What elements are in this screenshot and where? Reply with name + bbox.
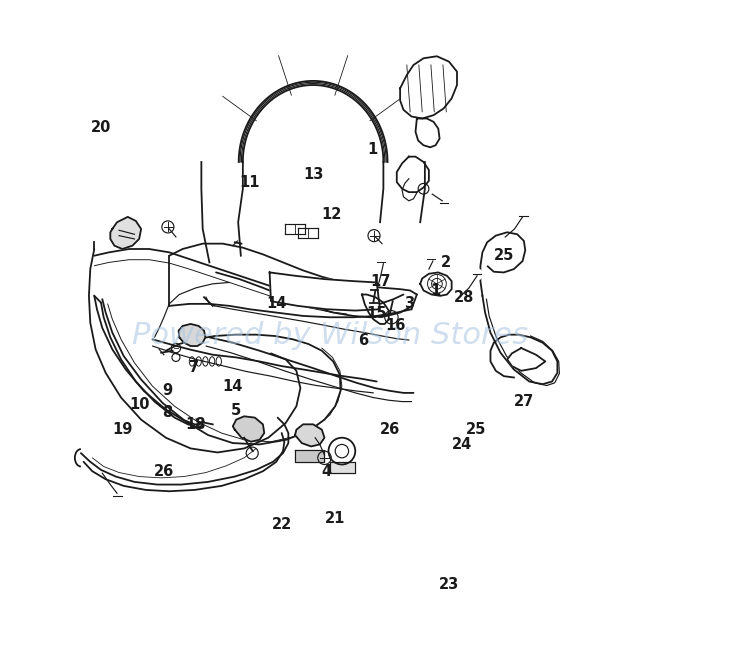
Text: 14: 14 (223, 379, 243, 394)
Text: 25: 25 (465, 422, 486, 437)
Polygon shape (400, 56, 457, 118)
Polygon shape (269, 272, 380, 310)
Polygon shape (330, 462, 355, 473)
Text: 22: 22 (272, 517, 292, 532)
Text: 26: 26 (380, 422, 400, 437)
Text: 28: 28 (454, 290, 474, 304)
Text: 27: 27 (514, 394, 534, 409)
Text: 8: 8 (162, 405, 172, 421)
Text: 4: 4 (321, 464, 332, 478)
Polygon shape (178, 324, 206, 346)
Text: 20: 20 (91, 120, 111, 134)
Text: 6: 6 (358, 333, 369, 348)
Text: 14: 14 (266, 296, 286, 311)
Text: 12: 12 (322, 207, 342, 222)
Text: 10: 10 (129, 396, 149, 412)
Text: 9: 9 (162, 384, 172, 398)
Text: 21: 21 (325, 511, 346, 526)
Polygon shape (295, 450, 325, 462)
Text: 2: 2 (441, 255, 451, 270)
Text: 5: 5 (231, 403, 241, 419)
Circle shape (517, 210, 529, 222)
Text: 15: 15 (366, 306, 387, 321)
Circle shape (425, 255, 435, 263)
Circle shape (111, 489, 124, 503)
Text: 13: 13 (303, 167, 323, 181)
Text: 16: 16 (386, 319, 406, 333)
Polygon shape (482, 296, 557, 384)
Text: 26: 26 (154, 464, 174, 478)
Text: 3: 3 (404, 296, 414, 311)
Text: 1: 1 (367, 142, 377, 157)
Text: Powered by Wilson Stores: Powered by Wilson Stores (132, 321, 528, 351)
Text: 19: 19 (112, 422, 132, 437)
Text: 7: 7 (189, 360, 199, 375)
Text: 17: 17 (370, 274, 390, 288)
Text: 18: 18 (186, 417, 206, 432)
Text: 24: 24 (452, 437, 472, 452)
Polygon shape (480, 233, 525, 296)
Text: 25: 25 (494, 248, 514, 263)
Text: 23: 23 (439, 577, 459, 593)
Text: 1: 1 (431, 283, 441, 298)
Circle shape (376, 257, 386, 266)
Circle shape (439, 199, 448, 208)
Polygon shape (233, 417, 264, 442)
Polygon shape (295, 424, 325, 446)
Polygon shape (110, 217, 141, 249)
Text: 11: 11 (239, 175, 260, 190)
Circle shape (471, 269, 482, 280)
Polygon shape (507, 348, 545, 371)
